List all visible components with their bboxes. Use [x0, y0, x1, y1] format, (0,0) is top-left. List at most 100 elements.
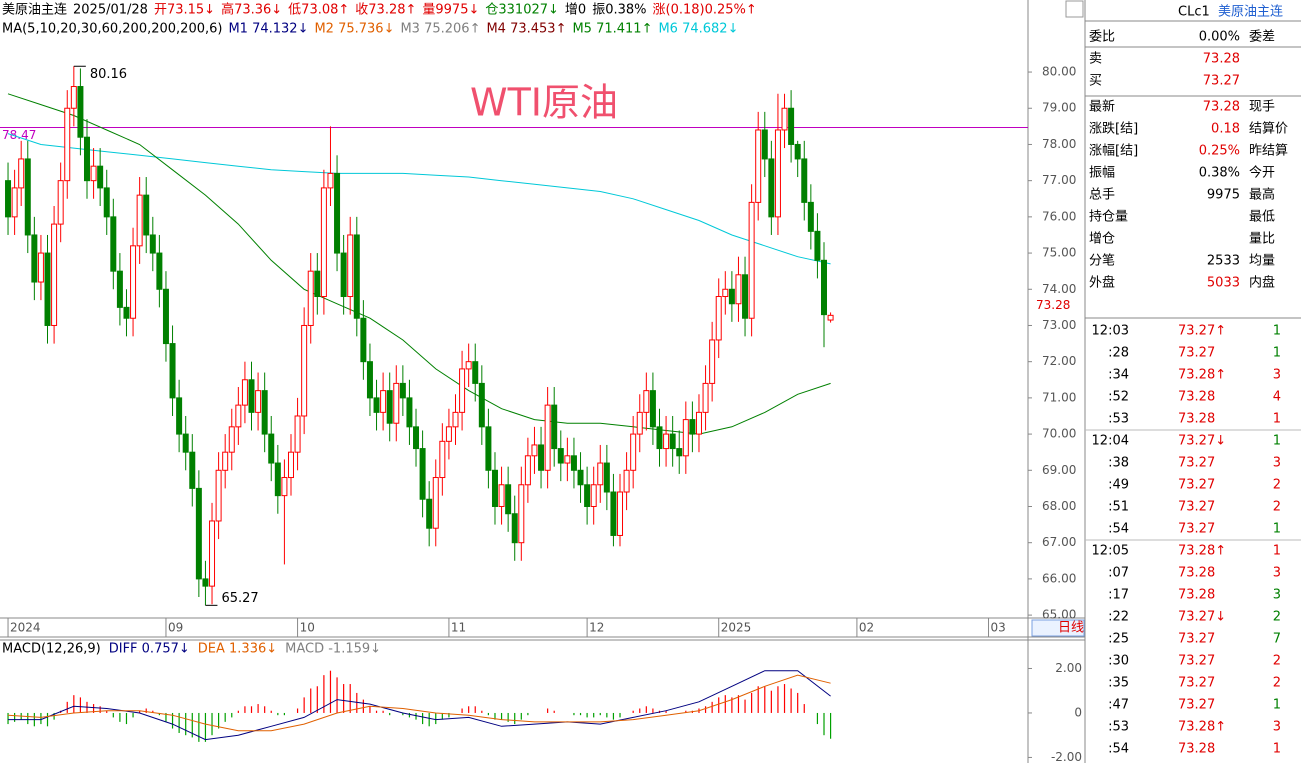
trade-price: 73.28 [1178, 412, 1215, 427]
x-tick-label: 02 [859, 621, 874, 635]
candle-body [70, 86, 77, 109]
trade-price: 73.28 [1178, 588, 1215, 603]
trade-price: 73.27 [1178, 698, 1215, 713]
candle-body [281, 477, 288, 497]
trade-time: :51 [1108, 500, 1129, 515]
quote-right-label: 结算价 [1249, 122, 1288, 137]
trade-volume: 4 [1273, 390, 1281, 405]
candle-body [162, 288, 169, 345]
candle-body [11, 187, 18, 218]
period-button[interactable] [1031, 619, 1085, 637]
quote-right-label: 委差 [1249, 30, 1275, 45]
trade-time: :28 [1108, 346, 1129, 361]
trade-price: 73.28↑ [1178, 368, 1226, 383]
candle-body [472, 361, 479, 384]
candle-body [426, 498, 433, 529]
last-price-label: 73.28 [1036, 298, 1070, 312]
candle-body [557, 448, 564, 464]
quote-label: 分笔 [1089, 253, 1115, 269]
candle-body [156, 252, 163, 290]
quote-label: 振幅 [1089, 166, 1115, 181]
trade-volume: 2 [1273, 500, 1281, 515]
candle-body [353, 234, 360, 319]
candle-body [235, 404, 242, 428]
quote-label: 委比 [1089, 30, 1115, 45]
quote-label: 买 [1089, 74, 1102, 89]
quote-right-label: 今开 [1249, 165, 1275, 181]
quote-value: 0.25% [1199, 144, 1240, 159]
quote-right-label: 均量 [1249, 254, 1275, 269]
candle-body [735, 274, 742, 305]
period-label[interactable]: 日线 [1058, 621, 1084, 636]
trade-time: :17 [1108, 588, 1129, 603]
candle-body [44, 252, 51, 326]
candle-body [51, 223, 58, 326]
candle-body [498, 484, 505, 507]
candle-body [663, 433, 670, 450]
diff-line [8, 670, 831, 741]
quote-value: 0.00% [1199, 30, 1240, 45]
candle-body [314, 270, 321, 298]
quote-value: 73.28 [1203, 100, 1240, 115]
candle-body [360, 317, 367, 363]
candle-body [287, 451, 294, 479]
x-tick-label: 10 [300, 621, 315, 635]
quote-right-label: 最低 [1249, 210, 1275, 225]
trade-time: 12:05 [1092, 544, 1129, 559]
candle-body [584, 484, 591, 507]
trade-time: :22 [1108, 610, 1129, 625]
candle-body [623, 469, 630, 493]
candle-body [617, 491, 624, 536]
x-tick-label: 03 [991, 621, 1006, 635]
y-tick-label: -2.00 [1051, 750, 1082, 763]
trade-price: 73.27 [1178, 676, 1215, 691]
header-item: MA(5,10,20,30,60,200,200,200,6) [2, 22, 222, 37]
candle-body [570, 455, 577, 471]
candle-body [169, 343, 176, 399]
candle-body [551, 404, 558, 450]
trade-time: :54 [1108, 522, 1129, 537]
trade-volume: 1 [1273, 544, 1281, 559]
scroll-button[interactable] [1065, 0, 1084, 18]
candle-body [715, 296, 722, 341]
candle-body [695, 411, 702, 435]
header-item: 收73.28↑ [355, 3, 416, 18]
candle-body [110, 216, 117, 272]
trade-volume: 2 [1273, 676, 1281, 691]
trade-volume: 1 [1273, 346, 1281, 361]
quote-name: 美原油主连 [1218, 4, 1283, 20]
quote-value: 2533 [1207, 254, 1240, 269]
header-item: 量9975↓ [422, 3, 479, 18]
candle-body [590, 484, 597, 507]
candle-body [702, 382, 709, 413]
quote-value: 73.27 [1203, 74, 1240, 89]
y-tick-label: 79.00 [1042, 101, 1076, 115]
candle-body [781, 107, 788, 131]
y-tick-label: 66.00 [1042, 571, 1076, 585]
candle-body [821, 259, 828, 316]
trade-price: 73.27 [1178, 478, 1215, 493]
y-tick-label: 72.00 [1042, 354, 1076, 368]
y-tick-label: 74.00 [1042, 282, 1076, 296]
trade-price: 73.27 [1178, 500, 1215, 515]
y-tick-label: 70.00 [1042, 427, 1076, 441]
candle-body [518, 484, 525, 544]
candle-body [439, 440, 446, 479]
quote-label: 涨幅[结] [1089, 144, 1138, 159]
candle-body [228, 426, 235, 453]
header-item: 增0 [565, 3, 586, 18]
candle-body [103, 187, 110, 218]
candle-body [255, 390, 262, 413]
trade-time: :47 [1108, 698, 1129, 713]
candle-body [334, 172, 341, 254]
candle-body [116, 270, 123, 308]
candle-body [649, 390, 656, 428]
candle-body [794, 143, 801, 160]
header-item: 美原油主连 [2, 2, 67, 18]
y-tick-label: 76.00 [1042, 209, 1076, 223]
trade-volume: 1 [1273, 522, 1281, 537]
candle-body [445, 426, 452, 442]
quote-label: 增仓 [1089, 232, 1115, 247]
y-tick-label: 78.00 [1042, 137, 1076, 151]
